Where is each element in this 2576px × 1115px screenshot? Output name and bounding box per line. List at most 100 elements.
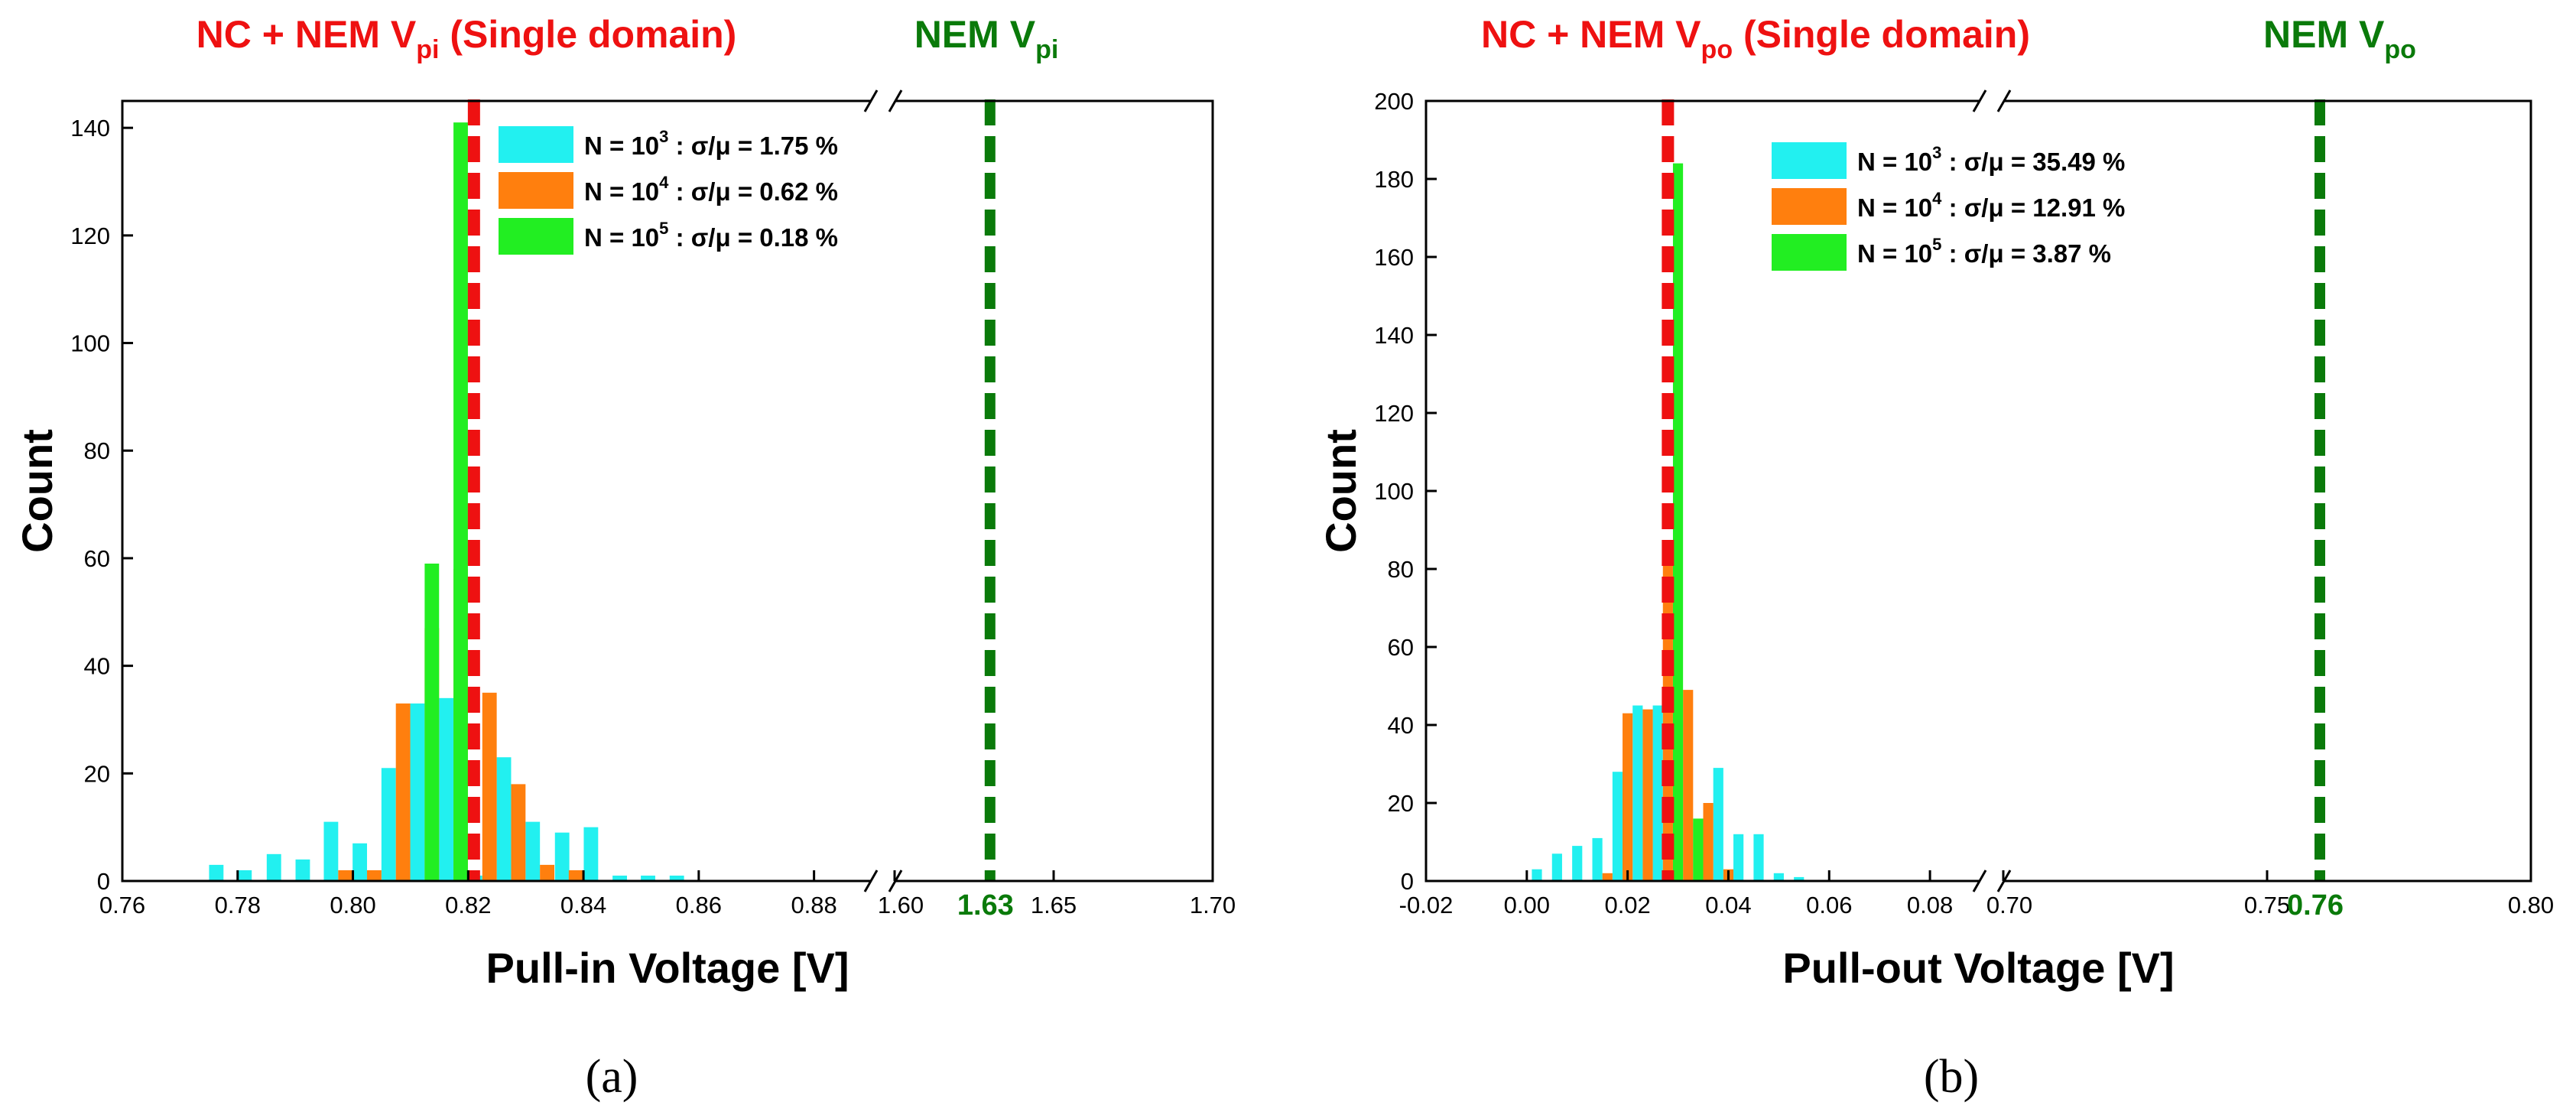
legend-entry-3: N = 105 : σ/μ = 3.87 % xyxy=(1857,235,2111,268)
nc-nem-title: NC + NEM Vpo (Single domain) xyxy=(1481,13,2030,64)
bar-series2-0 xyxy=(338,870,353,881)
x-tick-label: 0.84 xyxy=(560,892,606,918)
x-tick-label: 1.70 xyxy=(1190,892,1236,918)
x-tick-label: 0.00 xyxy=(1504,892,1550,918)
title-subscript: po xyxy=(2384,35,2416,64)
title-subscript: pi xyxy=(1035,35,1058,64)
nem-title: NEM Vpo xyxy=(2263,13,2416,64)
legend-name: N = 10 xyxy=(584,223,659,252)
legend-exponent: 3 xyxy=(659,127,668,146)
axis-break-mark xyxy=(1972,870,1987,892)
panel-label: (a) xyxy=(586,1051,638,1103)
x-tick-label: 0.06 xyxy=(1806,892,1852,918)
bar-series1-4 xyxy=(1612,772,1623,881)
bar-series1-5 xyxy=(352,843,368,881)
bar-series1-2 xyxy=(1572,846,1583,881)
bar-series2-1 xyxy=(367,870,382,881)
y-tick-label: 180 xyxy=(1374,166,1414,193)
legend-stat: : σ/μ = 12.91 % xyxy=(1941,193,2125,222)
title-main: NC + NEM V xyxy=(1481,13,1701,56)
bar-series1-1 xyxy=(237,870,252,881)
x-tick-label: 0.82 xyxy=(445,892,491,918)
axis-break-mark xyxy=(1996,89,2012,112)
legend-name: N = 10 xyxy=(1857,148,1932,176)
y-tick-label: 60 xyxy=(1388,634,1414,661)
y-tick-label: 80 xyxy=(1388,556,1414,583)
bar-series2-4 xyxy=(1683,690,1694,881)
legend-exponent: 4 xyxy=(1932,189,1942,208)
legend-exponent: 5 xyxy=(1932,235,1941,254)
x-tick-label: 0.88 xyxy=(791,892,836,918)
axis-break-mark xyxy=(888,89,903,112)
x-tick-label: 0.02 xyxy=(1604,892,1650,918)
bar-series1-12 xyxy=(1773,873,1784,881)
x-tick-label: 0.78 xyxy=(215,892,261,918)
bar-series1-16 xyxy=(669,875,684,881)
bar-series1-0 xyxy=(209,864,224,881)
legend-swatch-2 xyxy=(499,172,573,209)
x-tick-label: 0.76 xyxy=(99,892,145,918)
nem-reference-value: 0.76 xyxy=(2287,889,2344,922)
y-tick-label: 80 xyxy=(84,437,110,464)
bar-series1-6 xyxy=(1652,705,1663,881)
y-axis-label: Count xyxy=(1317,429,1365,553)
legend-entry-1: N = 103 : σ/μ = 1.75 % xyxy=(584,127,838,160)
title-main: NC + NEM V xyxy=(197,13,417,56)
y-tick-label: 100 xyxy=(1374,478,1414,505)
bar-series3-0 xyxy=(424,563,440,881)
legend-exponent: 4 xyxy=(659,173,669,192)
legend-exponent: 5 xyxy=(659,219,668,238)
legend-name: N = 10 xyxy=(1857,193,1932,222)
legend-name: N = 10 xyxy=(584,177,659,206)
legend-exponent: 3 xyxy=(1932,143,1941,162)
bar-series2-6 xyxy=(511,784,526,881)
legend-stat: : σ/μ = 1.75 % xyxy=(668,132,838,160)
legend-entry-1: N = 103 : σ/μ = 35.49 % xyxy=(1857,143,2125,176)
title-subscript: po xyxy=(1701,35,1733,64)
x-tick-label: 0.70 xyxy=(1986,892,2032,918)
y-tick-label: 120 xyxy=(70,223,110,249)
bar-series1-9 xyxy=(1713,768,1723,881)
nem-title: NEM Vpi xyxy=(914,13,1059,64)
bar-series1-1 xyxy=(1551,853,1562,881)
title-main: NEM V xyxy=(2263,13,2385,56)
x-tick-label: 0.86 xyxy=(676,892,722,918)
bar-series1-2 xyxy=(266,853,281,881)
title-subscript: pi xyxy=(416,35,439,64)
legend-stat: : σ/μ = 3.87 % xyxy=(1941,239,2111,268)
legend-name: N = 10 xyxy=(584,132,659,160)
axis-break-mark xyxy=(863,89,879,112)
legend-entry-2: N = 104 : σ/μ = 0.62 % xyxy=(584,173,838,206)
title-main: NEM V xyxy=(914,13,1036,56)
bar-series1-5 xyxy=(1632,705,1643,881)
bar-series1-14 xyxy=(612,875,627,881)
y-tick-label: 140 xyxy=(70,115,110,141)
bar-series1-4 xyxy=(323,821,339,881)
nc-nem-title: NC + NEM Vpi (Single domain) xyxy=(197,13,737,64)
legend-swatch-3 xyxy=(499,218,573,255)
legend-swatch-2 xyxy=(1772,188,1847,225)
x-tick-label: 1.65 xyxy=(1031,892,1077,918)
x-tick-label: 0.80 xyxy=(2508,892,2554,918)
y-tick-label: 20 xyxy=(84,760,110,787)
bar-series1-13 xyxy=(583,827,599,881)
y-tick-label: 160 xyxy=(1374,244,1414,271)
x-axis-label: Pull-out Voltage [V] xyxy=(1782,944,2174,992)
chart-panel-a: 0 20 40 60 80 100 120 140 0.76 0.78 0.80 0.82 0.84 0.… xyxy=(13,13,1236,1103)
x-tick-label: -0.02 xyxy=(1399,892,1454,918)
bar-series2-2 xyxy=(1642,709,1653,881)
bar-series1-3 xyxy=(295,859,310,881)
x-axis-label: Pull-in Voltage [V] xyxy=(486,944,849,992)
y-tick-label: 0 xyxy=(1401,868,1414,895)
panel-label: (b) xyxy=(1924,1051,1979,1103)
legend-stat: : σ/μ = 35.49 % xyxy=(1941,148,2125,176)
legend-swatch-3 xyxy=(1772,234,1847,271)
bar-series1-13 xyxy=(1794,876,1804,881)
title-suffix: (Single domain) xyxy=(439,13,736,56)
plot-frame xyxy=(121,99,1214,883)
title-suffix: (Single domain) xyxy=(1733,13,2030,56)
axis-break-mark xyxy=(1972,89,1987,112)
chart-panel-b: 0 20 40 60 80 100 120 140 160 180 200 -0.02 0.00 0.02… xyxy=(1317,13,2554,1103)
x-tick-label: 0.08 xyxy=(1907,892,1953,918)
